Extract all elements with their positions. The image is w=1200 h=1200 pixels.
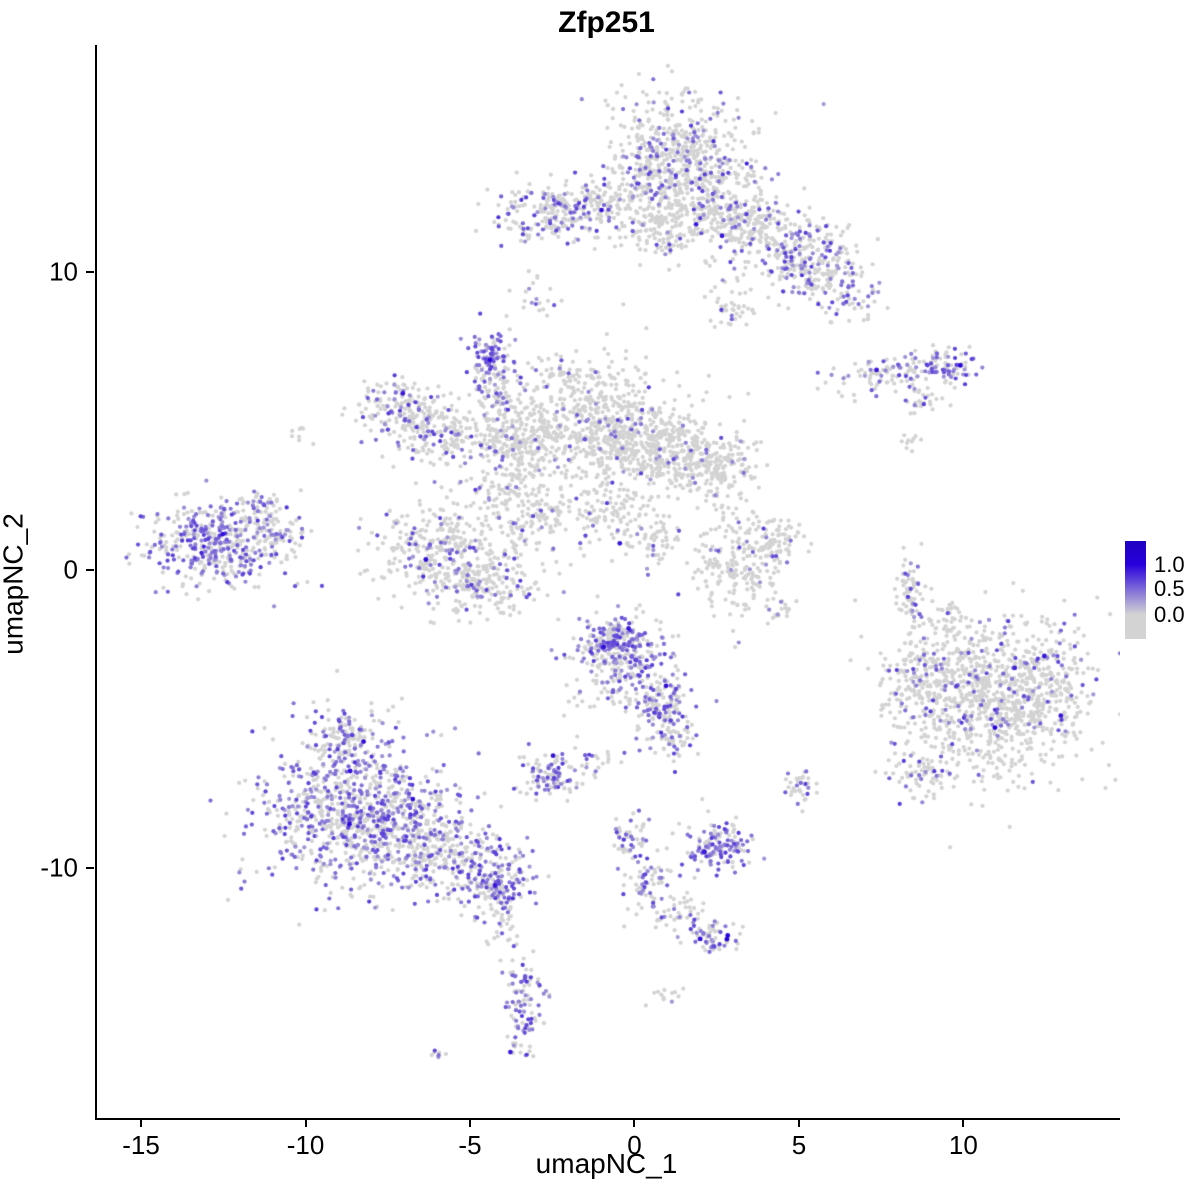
x-tick-mark [468, 1119, 471, 1127]
x-tick-label: -5 [458, 1130, 482, 1160]
y-tick-mark [86, 568, 94, 571]
y-tick-mark [86, 866, 94, 869]
x-tick-mark [633, 1119, 636, 1127]
x-tick-mark [304, 1119, 307, 1127]
plot-title: Zfp251 [558, 6, 655, 39]
x-tick-label: 0 [627, 1130, 642, 1160]
x-tick-label: 5 [791, 1130, 807, 1160]
y-tick-mark [86, 270, 94, 273]
legend-label: 1.0 [1154, 551, 1185, 577]
x-tick-mark [797, 1119, 800, 1127]
x-axis-title: umapNC_1 [535, 1148, 678, 1179]
y-axis-title: umapNC_2 [0, 513, 29, 655]
x-tick-mark [962, 1119, 965, 1127]
x-tick-label: -15 [122, 1130, 160, 1160]
y-tick-label: 0 [63, 554, 78, 585]
legend-gradient-bar [1125, 541, 1146, 639]
x-tick-label: -10 [286, 1130, 325, 1160]
y-tick-label: -10 [40, 852, 78, 883]
expression-legend: 1.0 0.5 0.0 [1125, 541, 1200, 641]
scatter-points-canvas [97, 45, 1120, 1118]
x-tick-label: 10 [948, 1130, 978, 1160]
plot-panel [95, 45, 1120, 1120]
legend-label: 0.0 [1154, 601, 1185, 627]
x-tick-mark [140, 1119, 143, 1127]
legend-label: 0.5 [1154, 576, 1185, 602]
y-tick-label: 10 [49, 256, 78, 287]
